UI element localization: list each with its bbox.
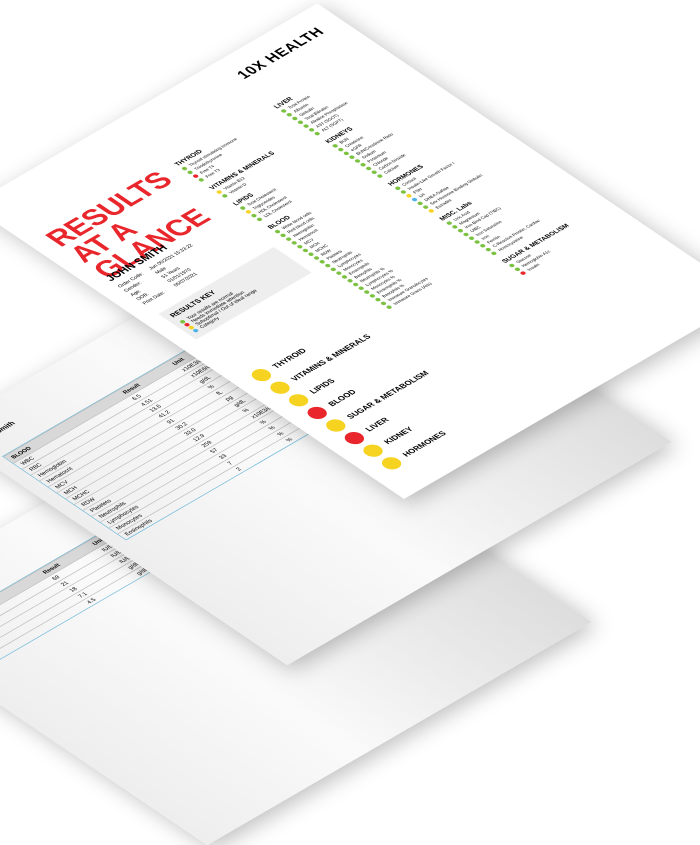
status-dot [376, 173, 384, 179]
status-dot [519, 270, 528, 276]
status-dot [385, 305, 394, 310]
report-name: Lucy Smith [0, 420, 18, 444]
status-dot [192, 328, 200, 333]
status-dot [490, 251, 498, 256]
mockup: {"brand":"10X HEALTH","title":"RESULTS A… [0, 25, 672, 845]
brand: 10X HEALTH [233, 25, 329, 82]
status-dot [313, 131, 322, 137]
status-dot [197, 177, 206, 183]
status-dot [256, 217, 264, 222]
status-dot [221, 193, 229, 199]
key-item: Category [192, 269, 302, 333]
status-dot [427, 208, 436, 214]
category-icon [377, 454, 406, 472]
